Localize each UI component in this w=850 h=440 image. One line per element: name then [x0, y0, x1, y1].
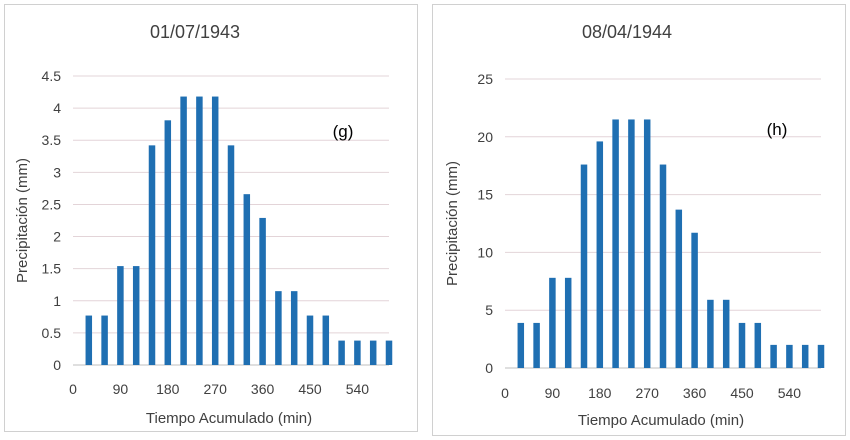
bar-g-8 — [211, 96, 219, 365]
x-tick-label-g-3: 270 — [204, 381, 228, 397]
y-tick-label-g-0: 0 — [53, 357, 61, 373]
bar-h-13 — [722, 299, 730, 368]
bar-h-15 — [754, 322, 762, 368]
x-tick-label-h-3: 270 — [636, 385, 660, 401]
y-tick-label-g-1: 0.5 — [42, 325, 62, 341]
bar-g-9 — [227, 145, 235, 365]
bar-g-10 — [243, 194, 251, 365]
y-tick-label-g-7: 3.5 — [42, 132, 62, 148]
y-tick-label-g-9: 4.5 — [42, 68, 62, 84]
chart-title-g: 01/07/1943 — [150, 22, 240, 42]
chart-h: 0 5 10 15 20 25 0 90 180 270 360 450 540 08/04/1944 (h… — [444, 22, 825, 429]
x-tick-label-g-4: 360 — [251, 381, 275, 397]
y-tick-label-h-0: 0 — [485, 360, 493, 376]
bar-g-2 — [117, 266, 124, 365]
y-axis-label-g: Precipitación (mm) — [14, 158, 31, 283]
bar-h-18 — [801, 344, 809, 368]
bar-g-14 — [306, 315, 314, 365]
y-tick-label-h-4: 20 — [477, 129, 493, 145]
y-axis-label-h: Precipitación (mm) — [444, 161, 461, 286]
bar-h-3 — [564, 277, 572, 368]
x-axis-label-g: Tiempo Acumulado (min) — [146, 410, 312, 427]
bar-h-11 — [691, 232, 698, 368]
bar-h-6 — [612, 119, 619, 369]
x-tick-label-h-6: 540 — [778, 385, 802, 401]
bar-h-8 — [643, 119, 651, 369]
bar-h-19 — [817, 344, 825, 368]
x-tick-label-g-0: 0 — [69, 381, 77, 397]
y-tick-label-h-3: 15 — [477, 187, 493, 203]
bar-h-9 — [659, 164, 667, 368]
bar-g-3 — [132, 266, 140, 365]
y-tick-label-g-3: 1.5 — [42, 261, 62, 277]
bar-h-7 — [628, 119, 635, 369]
bar-g-16 — [338, 340, 345, 365]
chart-title-h: 08/04/1944 — [582, 22, 672, 42]
y-tick-label-g-6: 3 — [53, 164, 61, 180]
bar-h-1 — [533, 322, 540, 368]
y-tick-label-h-1: 5 — [485, 302, 493, 318]
x-tick-label-g-6: 540 — [346, 381, 370, 397]
bar-h-10 — [675, 209, 683, 368]
x-tick-label-h-5: 450 — [730, 385, 754, 401]
y-tick-label-h-5: 25 — [477, 71, 493, 87]
bar-g-17 — [354, 340, 361, 365]
x-tick-label-g-2: 180 — [156, 381, 180, 397]
bar-h-17 — [786, 344, 793, 368]
bar-h-12 — [707, 299, 714, 368]
x-tick-label-h-2: 180 — [588, 385, 612, 401]
x-axis-label-h: Tiempo Acumulado (min) — [578, 412, 744, 429]
chart-panel-g: 0 0.5 1 1.5 2 2.5 3 3.5 4 4.5 0 90 180 270 360 450 540 01… — [4, 4, 418, 432]
chart-panel-h: 0 5 10 15 20 25 0 90 180 270 360 450 540 08/04/1944 (h… — [432, 4, 846, 436]
bar-g-6 — [180, 96, 187, 365]
bar-h-16 — [770, 344, 777, 368]
bar-g-1 — [101, 315, 108, 365]
panel-annotation-h: (h) — [767, 120, 788, 139]
y-tick-label-g-5: 2.5 — [42, 196, 62, 212]
bar-h-0 — [517, 322, 525, 368]
bar-g-19 — [385, 340, 393, 365]
x-tick-label-h-1: 90 — [545, 385, 561, 401]
bar-h-2 — [549, 277, 556, 368]
x-tick-label-h-0: 0 — [501, 385, 509, 401]
bar-g-18 — [369, 340, 377, 365]
bar-g-0 — [85, 315, 93, 365]
y-tick-label-g-4: 2 — [53, 229, 61, 245]
bar-h-4 — [580, 164, 588, 368]
chart-g: 0 0.5 1 1.5 2 2.5 3 3.5 4 4.5 0 90 180 270 360 450 540 01… — [14, 22, 393, 427]
x-tick-label-g-1: 90 — [113, 381, 129, 397]
bar-g-11 — [259, 217, 266, 365]
x-tick-label-g-5: 450 — [298, 381, 322, 397]
bar-g-12 — [275, 291, 282, 365]
bar-g-13 — [290, 291, 298, 365]
x-tick-label-h-4: 360 — [683, 385, 707, 401]
bar-h-5 — [596, 141, 604, 368]
y-tick-label-h-2: 10 — [477, 244, 493, 260]
bar-g-4 — [148, 145, 156, 365]
bar-g-15 — [322, 315, 330, 365]
y-tick-label-g-8: 4 — [53, 100, 61, 116]
y-tick-label-g-2: 1 — [53, 293, 61, 309]
panel-annotation-g: (g) — [333, 122, 354, 141]
bar-g-7 — [196, 96, 203, 365]
bar-h-14 — [738, 322, 746, 368]
bar-g-5 — [164, 120, 172, 366]
